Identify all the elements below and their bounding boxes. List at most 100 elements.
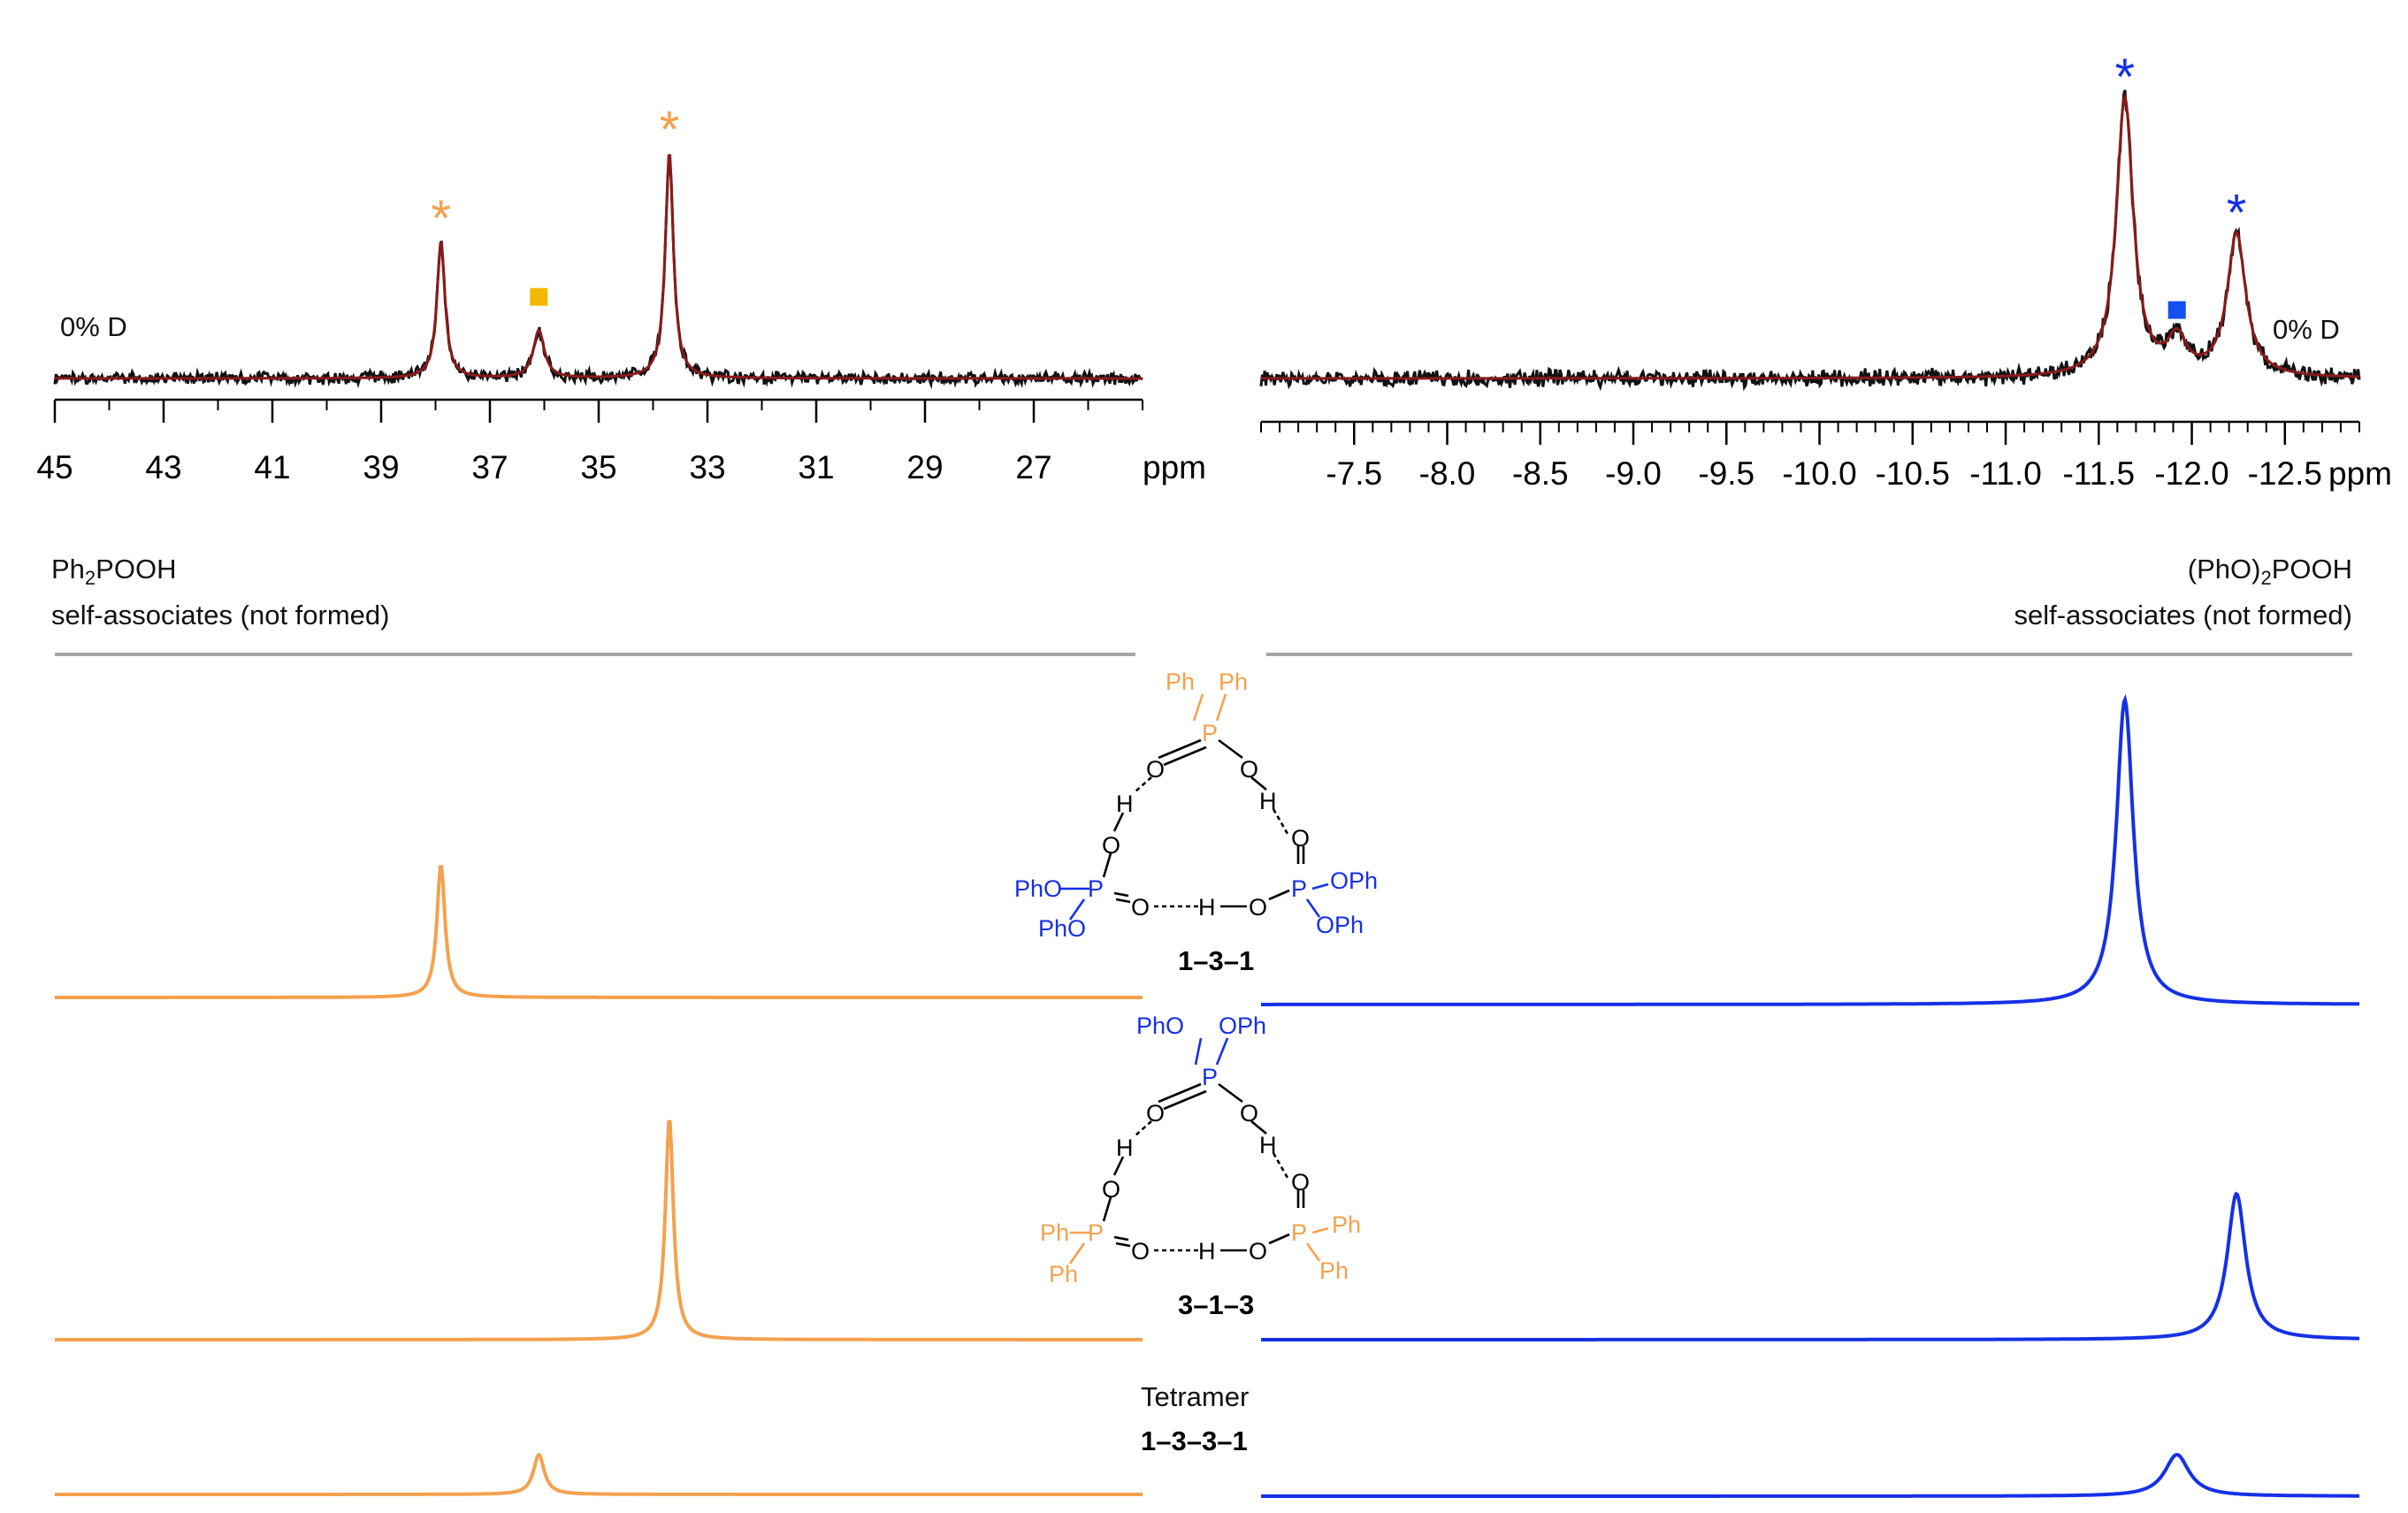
simulated-trace	[1261, 693, 2359, 1006]
bond	[1218, 738, 1243, 760]
molecule-3-1-3: PhO OPh P O O H H O O P P O H O Ph Ph Ph…	[1040, 1012, 1361, 1320]
simulated-trace	[55, 865, 1143, 999]
bond	[1305, 898, 1321, 918]
bond	[1068, 898, 1086, 921]
tick-label: 39	[363, 449, 399, 485]
deuterium-label-right: 0% D	[2273, 314, 2340, 345]
oxygen-label: O	[1291, 1169, 1310, 1196]
bond	[1163, 745, 1207, 767]
simulated-traces	[55, 693, 2359, 1498]
spectrum-top-right: -7.5 -8.0 -8.5 -9.0 -9.5 -10.0 -10.5 -11.0 -11.5…	[1259, 49, 2392, 492]
left-header-subtitle: self-associates (not formed)	[51, 600, 389, 630]
ticks-left: 45 43 41 39 37 35 33 31 29 27	[36, 400, 1143, 485]
tick-label: -11.0	[1969, 455, 2042, 492]
phosphorus-label: P	[1088, 1219, 1104, 1246]
simulated-trace	[1261, 1453, 2359, 1498]
tick-label: -7.5	[1326, 455, 1382, 492]
oxygen-label: O	[1249, 894, 1267, 921]
tick-label: -10.5	[1876, 455, 1950, 492]
bond	[1158, 738, 1202, 760]
ph-label: Ph	[1219, 669, 1248, 695]
deuterium-label-left: 0% D	[60, 311, 127, 342]
bond	[1215, 693, 1227, 722]
side-group-label: Ph	[1040, 1219, 1069, 1246]
peak-asterisk: *	[660, 101, 680, 158]
tick-label: -10.0	[1782, 455, 1856, 492]
oxygen-label: O	[1131, 1238, 1150, 1265]
right-header-compound: (PhO)2POOH	[2188, 554, 2352, 589]
tick-label: 31	[798, 449, 834, 485]
peak-asterisk: *	[2114, 49, 2135, 106]
tick-label: 33	[689, 449, 725, 485]
tick-label: 29	[906, 449, 943, 485]
side-group-label: PhO	[1038, 915, 1086, 942]
hbond	[1135, 776, 1152, 792]
hydrogen-label: H	[1116, 1135, 1134, 1161]
side-group-label: Ph	[1332, 1211, 1361, 1238]
hydrogen-label: H	[1198, 894, 1216, 921]
peak-markers-right: **	[2114, 49, 2246, 319]
tetramer-label: 1–3–3–1	[1141, 1425, 1248, 1456]
bond	[1113, 891, 1129, 898]
side-group-label: Ph	[1319, 1257, 1349, 1284]
peak-markers-left: **	[431, 101, 679, 306]
experimental-trace-right	[1259, 89, 2361, 392]
tick-label: 37	[471, 449, 508, 485]
simulated-trace	[1261, 1191, 2359, 1341]
tick-label: -12.5	[2248, 455, 2322, 492]
phosphorus-label: P	[1088, 875, 1104, 902]
hbond	[1135, 1120, 1152, 1136]
peak-square-marker	[2167, 301, 2186, 319]
right-header-subtitle: self-associates (not formed)	[2014, 600, 2352, 630]
hydrogen-label: H	[1259, 1132, 1277, 1158]
left-header: Ph2POOH self-associates (not formed)	[51, 554, 1135, 656]
tick-label: -9.5	[1698, 455, 1754, 492]
side-group-label: Ph	[1049, 1261, 1078, 1288]
side-group-label: PhO	[1136, 1012, 1184, 1039]
fit-trace-left	[55, 154, 1143, 380]
axis-unit-left: ppm	[1143, 449, 1206, 485]
bond	[1311, 1226, 1329, 1234]
bond	[1112, 812, 1125, 832]
hydrogen-label: H	[1259, 788, 1277, 814]
side-group-label: PhO	[1014, 875, 1062, 902]
hydrogen-label: H	[1116, 791, 1134, 817]
bond	[1068, 1242, 1086, 1265]
bond	[1192, 693, 1204, 722]
side-group-label: OPh	[1330, 867, 1378, 894]
bond	[1215, 1037, 1229, 1066]
bond	[1112, 1156, 1125, 1176]
bond	[1305, 1242, 1321, 1262]
oxygen-label: O	[1146, 756, 1165, 783]
simulated-trace	[55, 1453, 1143, 1496]
tick-label: -12.0	[2154, 455, 2228, 492]
ticks-right: -7.5 -8.0 -8.5 -9.0 -9.5 -10.0 -10.5 -11.0 -11.5…	[1260, 422, 2360, 492]
bond	[1268, 1233, 1290, 1245]
ph-label: Ph	[1166, 669, 1195, 695]
tick-label: 41	[254, 449, 290, 485]
tick-label: -8.5	[1512, 455, 1569, 492]
spectrum-top-left: 45 43 41 39 37 35 33 31 29 27 ppm 0% D **	[36, 101, 1206, 485]
oxygen-label: O	[1240, 1100, 1258, 1127]
oxygen-label: O	[1249, 1238, 1267, 1265]
simulated-trace	[55, 1119, 1143, 1341]
peak-asterisk: *	[431, 190, 451, 248]
phosphorus-label: P	[1291, 1219, 1307, 1246]
axis-unit-right: ppm	[2328, 455, 2392, 492]
tick-label: 45	[36, 449, 73, 485]
tick-label: -8.0	[1419, 455, 1476, 492]
oxygen-label: O	[1291, 825, 1310, 852]
tick-label: -11.5	[2062, 455, 2135, 492]
left-header-compound: Ph2POOH	[51, 554, 176, 589]
tetramer-title: Tetramer	[1141, 1381, 1249, 1412]
oxygen-label: O	[1240, 756, 1258, 783]
bond	[1268, 889, 1290, 901]
oxygen-label: O	[1131, 894, 1150, 921]
bond	[1158, 1082, 1202, 1104]
hydrogen-label: H	[1198, 1238, 1216, 1265]
bond	[1102, 1196, 1112, 1222]
bond	[1163, 1089, 1207, 1111]
phosphorus-label: P	[1202, 720, 1218, 746]
bond	[1113, 1235, 1129, 1242]
